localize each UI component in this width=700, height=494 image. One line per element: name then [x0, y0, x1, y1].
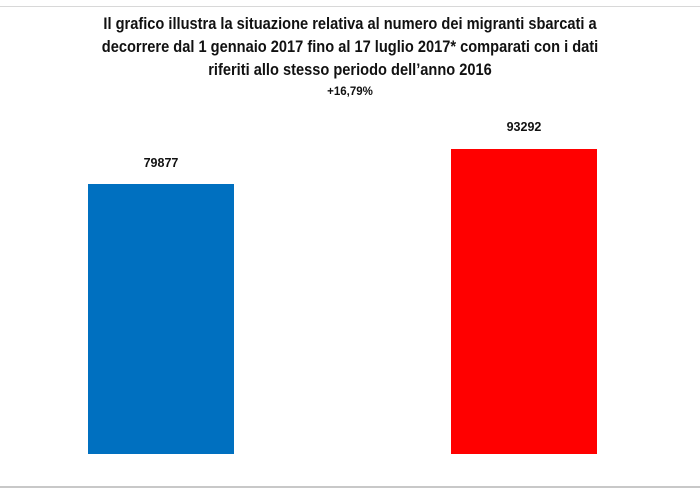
bottom-divider — [0, 486, 700, 488]
chart-title-line-1: Il grafico illustra la situazione relati… — [103, 14, 597, 33]
top-divider — [0, 6, 700, 7]
bar-2016 — [88, 184, 234, 454]
bar-2017 — [451, 149, 597, 454]
chart-title-line-3: riferiti allo stesso periodo dell’anno 2… — [208, 60, 492, 79]
chart-title-line-2: decorrere dal 1 gennaio 2017 fino al 17 … — [101, 37, 599, 56]
percent-change-label: +16,79% — [327, 86, 373, 98]
chart-title: Il grafico illustra la situazione relati… — [49, 12, 651, 81]
bar-value-label-2017: 93292 — [506, 120, 542, 134]
bar-value-label-2016: 79877 — [143, 156, 179, 170]
